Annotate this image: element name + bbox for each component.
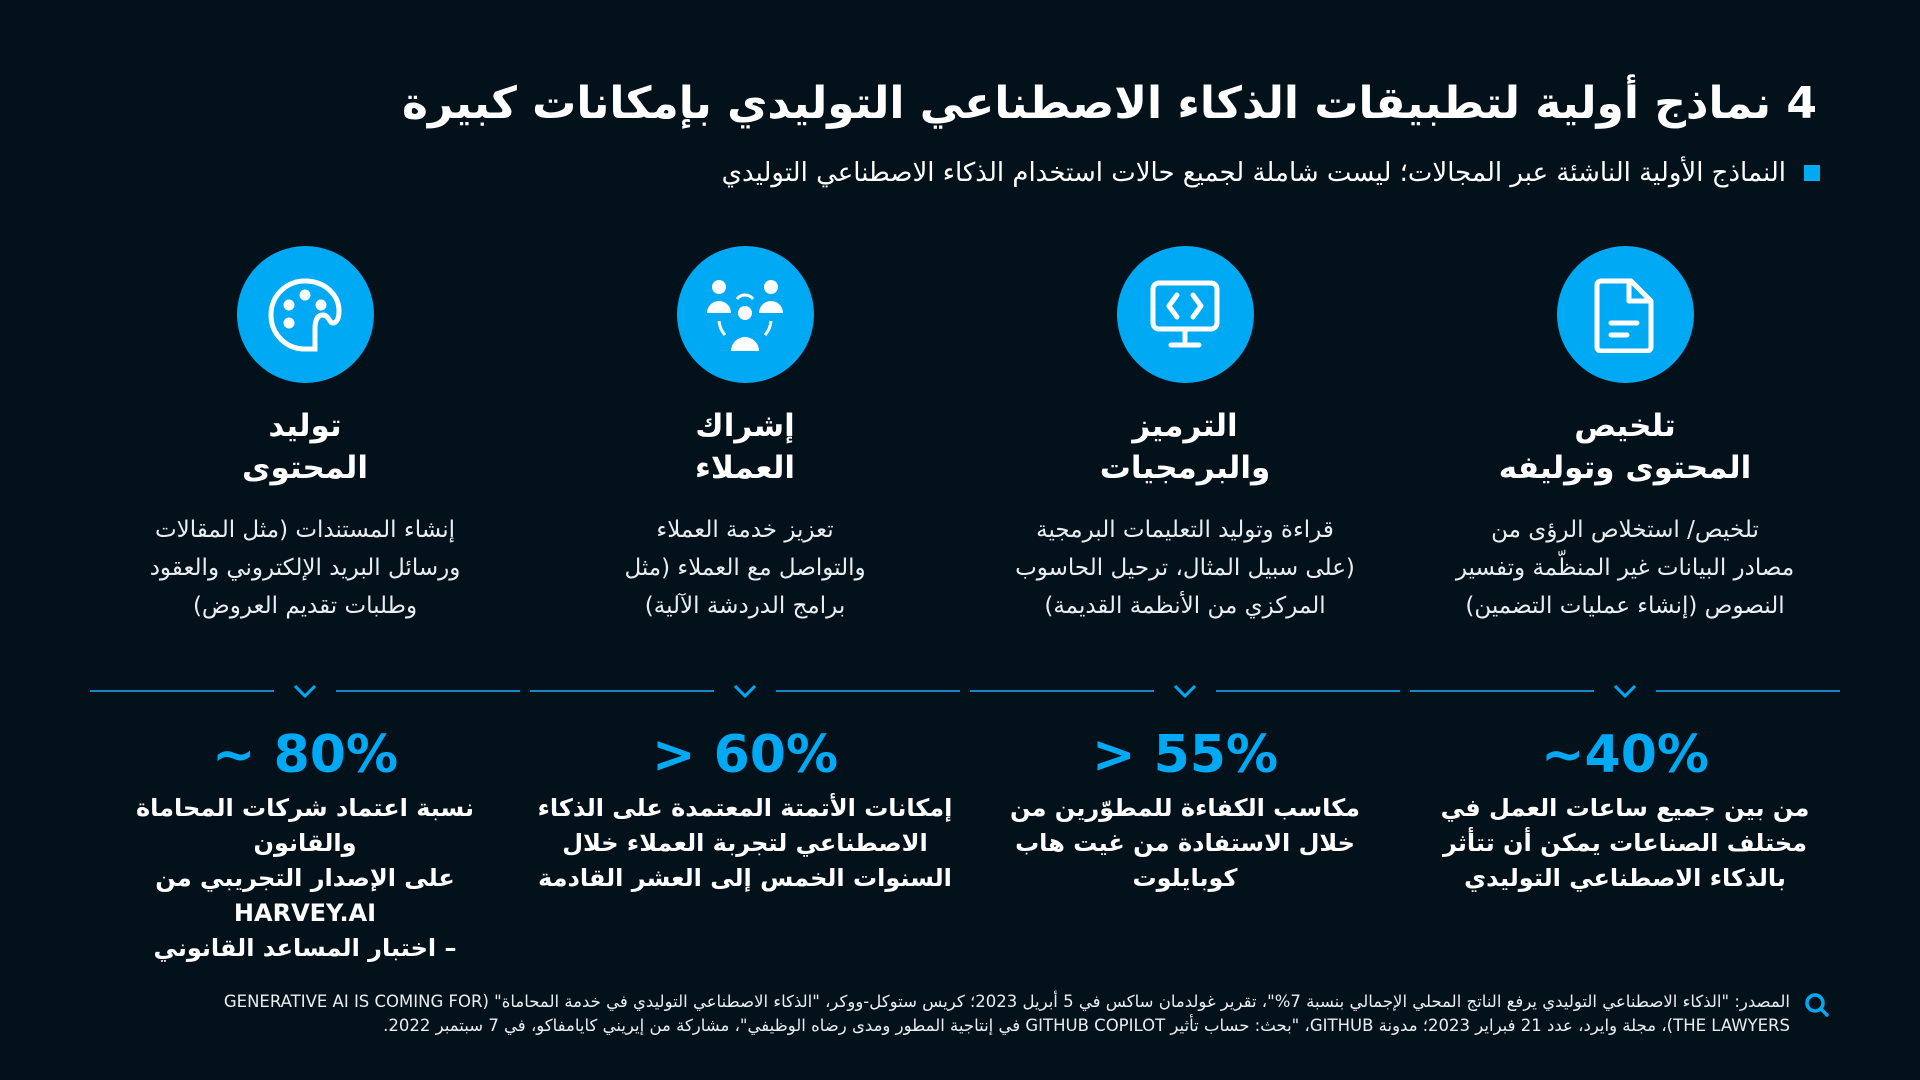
stat-text: من بين جميع ساعات العمل في مختلف الصناعات… (1441, 791, 1810, 896)
column-heading: إشراك (695, 408, 795, 444)
stat-percent: > 60% (651, 725, 839, 785)
stat-text: إمكانات الأتمتة المعتمدة على الذكاء الاصط… (538, 791, 953, 896)
column-heading: تلخيص (1574, 408, 1676, 444)
subtitle: النماذج الأولية الناشئة عبر المجالات؛ لي… (722, 158, 1820, 188)
stat-line: مختلف الصناعات يمكن أن تتأثر (1442, 829, 1808, 857)
source-footnote: المصدر: "الذكاء الاصطناعي التوليدي يرفع … (90, 990, 1790, 1038)
code-monitor-icon (1116, 246, 1254, 383)
stat-line: السنوات الخمس إلى العشر القادمة (538, 864, 952, 892)
palette-icon (236, 246, 374, 383)
column-summarization: تلخيص المحتوى وتوليفه تلخيص/ استخلاص الرؤ… (1410, 246, 1840, 966)
column-heading: العملاء (695, 450, 795, 486)
desc-line: قراءة وتوليد التعليمات البرمجية (1036, 517, 1334, 543)
desc-line: تعزيز خدمة العملاء (656, 517, 834, 543)
footnote-row: المصدر: "الذكاء الاصطناعي التوليدي يرفع … (90, 990, 1840, 1038)
stat-line: خلال الاستفادة من غيت هاب (1015, 829, 1355, 857)
subtitle-text: النماذج الأولية الناشئة عبر المجالات؛ لي… (721, 158, 1786, 188)
column-heading: المحتوى (242, 450, 368, 486)
desc-line: ورسائل البريد الإلكتروني والعقود (149, 555, 461, 581)
stat-text: مكاسب الكفاءة للمطوّرين من خلال الاستفادة… (1010, 791, 1360, 896)
column-content-generation: توليد المحتوى إنشاء المستندات (مثل المقال… (90, 246, 520, 966)
column-description: تعزيز خدمة العملاء والتواصل مع العملاء (م… (624, 511, 865, 661)
column-description: إنشاء المستندات (مثل المقالات ورسائل البر… (150, 511, 461, 661)
footnote-line: المصدر: "الذكاء الاصطناعي التوليدي يرفع … (223, 992, 1790, 1011)
column-customer-engagement: إشراك العملاء تعزيز خدمة العملاء والتواصل … (530, 246, 960, 966)
desc-line: وطلبات تقديم العروض) (192, 593, 418, 619)
desc-line: والتواصل مع العملاء (مثل (624, 555, 866, 581)
chevron-down-icon (274, 683, 336, 699)
stat-text: نسبة اعتماد شركات المحاماة والقانون على ا… (90, 791, 520, 966)
divider (970, 681, 1400, 701)
use-case-columns: تلخيص المحتوى وتوليفه تلخيص/ استخلاص الرؤ… (90, 246, 1840, 966)
column-heading: الترميز (1132, 408, 1238, 444)
stat-line: بالذكاء الاصطناعي التوليدي (1464, 864, 1786, 892)
desc-line: (على سبيل المثال، ترحيل الحاسوب (1015, 555, 1355, 581)
column-heading: والبرمجيات (1099, 450, 1271, 486)
column-heading: المحتوى وتوليفه (1498, 450, 1752, 486)
desc-line: إنشاء المستندات (مثل المقالات (154, 517, 456, 543)
chevron-down-icon (1594, 683, 1656, 699)
divider (530, 681, 960, 701)
stat-percent: > 55% (1091, 725, 1279, 785)
desc-line: تلخيص/ استخلاص الرؤى من (1491, 517, 1759, 543)
desc-line: برامج الدردشة الآلية) (644, 593, 846, 619)
stat-line: إمكانات الأتمتة المعتمدة على الذكاء (537, 794, 953, 822)
bullet-square-icon (1804, 165, 1820, 181)
chevron-down-icon (714, 683, 776, 699)
stat-line: على الإصدار التجريبي من HARVEY.AI (155, 864, 455, 927)
footnote-line: THE LAWYERS)، مجلة وايرد، عدد 21 فبراير … (383, 1016, 1790, 1035)
document-icon (1556, 246, 1694, 383)
stat-percent: ~40% (1540, 725, 1710, 785)
main-content: تلخيص المحتوى وتوليفه تلخيص/ استخلاص الرؤ… (90, 246, 1840, 1038)
search-icon (1804, 992, 1830, 1022)
chevron-down-icon (1154, 683, 1216, 699)
divider (90, 681, 520, 701)
stat-line: كوبايلوت (1132, 864, 1238, 892)
stat-line: الاصطناعي لتجربة العملاء خلال (562, 829, 928, 857)
stat-line: من بين جميع ساعات العمل في (1440, 794, 1810, 822)
column-description: قراءة وتوليد التعليمات البرمجية (على سبيل… (1015, 511, 1355, 661)
stat-line: مكاسب الكفاءة للمطوّرين من (1009, 794, 1361, 822)
desc-line: المركزي من الأنظمة القديمة) (1044, 593, 1326, 619)
page-title: 4 نماذج أولية لتطبيقات الذكاء الاصطناعي … (401, 78, 1817, 129)
desc-line: النصوص (إنشاء عمليات التضمين) (1465, 593, 1785, 619)
stat-line: نسبة اعتماد شركات المحاماة والقانون (136, 794, 474, 857)
stat-line: – اختبار المساعد القانوني (153, 934, 457, 962)
desc-line: مصادر البيانات غير المنظّمة وتفسير (1455, 555, 1795, 581)
divider (1410, 681, 1840, 701)
customers-icon (676, 246, 814, 383)
stat-percent: ~ 80% (211, 725, 399, 785)
column-coding: الترميز والبرمجيات قراءة وتوليد التعليمات… (970, 246, 1400, 966)
column-heading: توليد (268, 408, 342, 444)
column-description: تلخيص/ استخلاص الرؤى من مصادر البيانات غي… (1456, 511, 1794, 661)
